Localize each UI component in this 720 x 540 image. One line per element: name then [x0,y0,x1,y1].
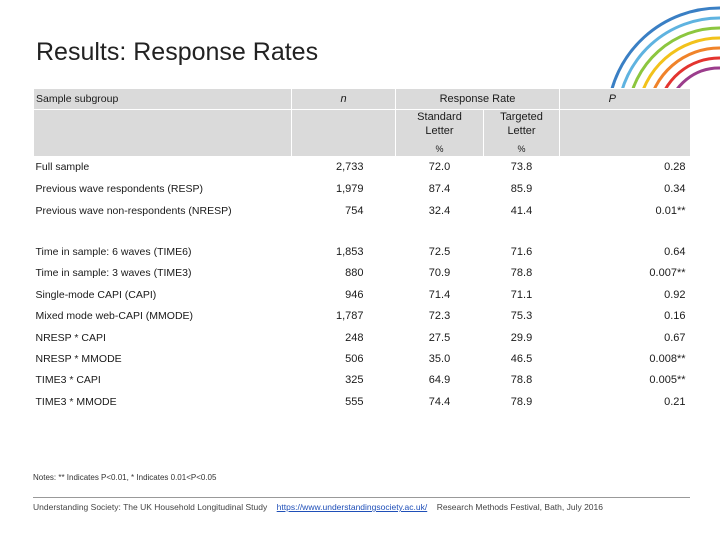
row-n: 248 [291,326,396,349]
row-n: 325 [291,369,396,392]
header-blank-p [559,109,692,157]
row-targeted: 78.8 [483,262,560,285]
row-standard: 35.0 [395,347,484,370]
row-p: 0.005** [559,369,691,392]
row-targeted: 71.1 [483,283,560,306]
header-targeted-pct: % [517,144,526,154]
header-row-2: Standard Letter % Targeted Letter % [33,109,692,157]
row-label: TIME3 * CAPI [33,369,292,392]
header-blank-subgroup [33,109,292,157]
row-n: 555 [291,390,396,413]
header-standard-pct: % [435,144,444,154]
row-standard: 72.0 [395,155,484,178]
row-p: 0.64 [559,240,691,263]
table-row: TIME3 * MMODE 555 74.4 78.9 0.21 [33,390,691,413]
row-standard: 32.4 [395,198,484,242]
row-p: 0.28 [559,155,691,178]
table-row: Previous wave respondents (RESP) 1,979 8… [33,177,691,200]
table-row: NRESP * CAPI 248 27.5 29.9 0.67 [33,326,691,349]
row-targeted: 41.4 [483,198,560,242]
row-p: 0.34 [559,177,691,200]
header-p: P [559,88,692,110]
row-label: Previous wave non-respondents (NRESP) [33,198,292,242]
table-row: Single-mode CAPI (CAPI) 946 71.4 71.1 0.… [33,283,691,306]
row-p: 0.01** [559,198,691,242]
table-row: NRESP * MMODE 506 35.0 46.5 0.008** [33,347,691,370]
row-p: 0.16 [559,304,691,327]
row-label: Previous wave respondents (RESP) [33,177,292,200]
row-label: TIME3 * MMODE [33,390,292,413]
table-row: Previous wave non-respondents (NRESP) 75… [33,198,691,242]
row-standard: 70.9 [395,262,484,285]
row-label: NRESP * CAPI [33,326,292,349]
row-standard: 87.4 [395,177,484,200]
row-n: 1,979 [291,177,396,200]
header-row-1: Sample subgroup n Response Rate P [33,88,692,110]
row-p: 0.008** [559,347,691,370]
row-n: 506 [291,347,396,370]
row-label: NRESP * MMODE [33,347,292,370]
row-standard: 27.5 [395,326,484,349]
header-standard-line2: Letter [425,125,454,137]
header-response-rate: Response Rate [394,88,561,110]
header-subgroup: Sample subgroup [33,88,292,110]
row-standard: 72.3 [395,304,484,327]
footer-divider [33,497,690,498]
row-n: 754 [291,198,396,242]
row-standard: 64.9 [395,369,484,392]
row-p: 0.67 [559,326,691,349]
row-label: Full sample [33,155,292,178]
row-n: 946 [291,283,396,306]
table-row: TIME3 * CAPI 325 64.9 78.8 0.005** [33,369,691,392]
row-targeted: 46.5 [483,347,560,370]
row-targeted: 75.3 [483,304,560,327]
row-label: Mixed mode web-CAPI (MMODE) [33,304,292,327]
row-p: 0.007** [559,262,691,285]
header-n: n [291,88,396,110]
row-standard: 71.4 [395,283,484,306]
row-p: 0.92 [559,283,691,306]
row-targeted: 73.8 [483,155,560,178]
row-n: 1,787 [291,304,396,327]
row-p: 0.21 [559,390,691,413]
header-blank-n [291,109,396,157]
footer-website-link[interactable]: https://www.understandingsociety.ac.uk/ [276,502,428,512]
footer: Understanding Society: The UK Household … [33,502,603,512]
header-standard-letter: Standard Letter % [395,109,484,157]
header-targeted-letter: Targeted Letter % [482,109,561,157]
footer-study-name: Understanding Society: The UK Household … [33,502,268,512]
footer-event: Research Methods Festival, Bath, July 20… [436,502,603,512]
slide-title: Results: Response Rates [36,38,319,66]
row-targeted: 78.9 [483,390,560,413]
table-notes: Notes: ** Indicates P<0.01, * Indicates … [33,473,217,482]
table-row: Time in sample: 6 waves (TIME6) 1,853 72… [33,240,691,263]
header-targeted-line1: Targeted [500,111,543,123]
table-row: Time in sample: 3 waves (TIME3) 880 70.9… [33,262,691,285]
row-label: Time in sample: 3 waves (TIME3) [33,262,292,285]
table-row: Mixed mode web-CAPI (MMODE) 1,787 72.3 7… [33,304,691,327]
row-n: 1,853 [291,240,396,263]
table-row: Full sample 2,733 72.0 73.8 0.28 [33,155,691,178]
header-targeted-line2: Letter [507,125,536,137]
row-targeted: 71.6 [483,240,560,263]
row-standard: 72.5 [395,240,484,263]
row-n: 880 [291,262,396,285]
row-label: Single-mode CAPI (CAPI) [33,283,292,306]
row-targeted: 29.9 [483,326,560,349]
row-n: 2,733 [291,155,396,178]
row-targeted: 78.8 [483,369,560,392]
response-rates-table: Sample subgroup n Response Rate P Standa… [33,88,692,413]
row-label: Time in sample: 6 waves (TIME6) [33,240,292,263]
row-targeted: 85.9 [483,177,560,200]
header-standard-line1: Standard [417,111,462,123]
row-standard: 74.4 [395,390,484,413]
